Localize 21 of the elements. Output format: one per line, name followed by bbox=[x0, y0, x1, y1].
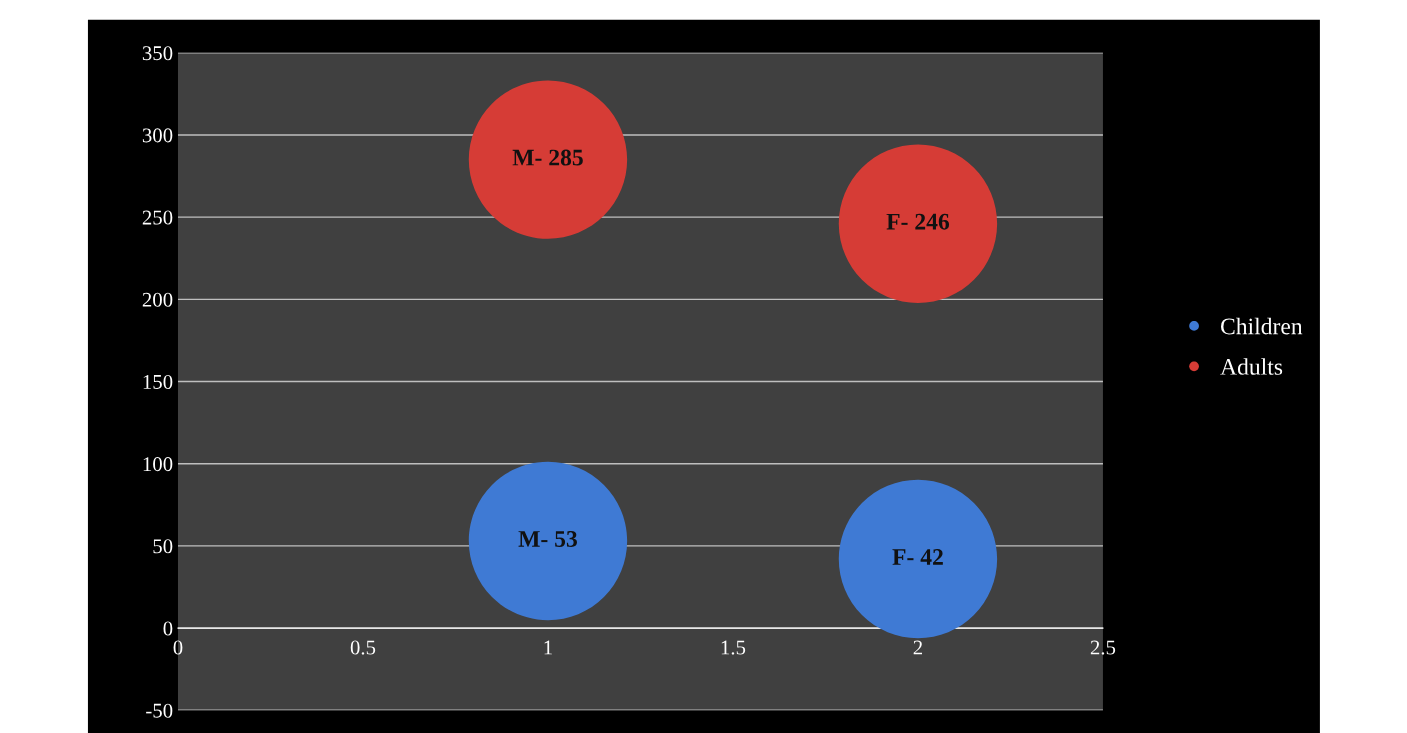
data-label: F- 246 bbox=[886, 213, 950, 230]
y-tick-label: 100 bbox=[143, 457, 173, 472]
y-tick-label: 250 bbox=[142, 210, 173, 225]
data-label: M- 53 bbox=[518, 531, 577, 547]
y-tick-label: 150 bbox=[143, 374, 173, 389]
y-tick-label: 0 bbox=[163, 621, 173, 636]
x-tick-label: 1 bbox=[544, 640, 552, 655]
x-tick-label: 0 bbox=[173, 640, 183, 655]
x-tick-label: 2.5 bbox=[1090, 640, 1116, 655]
y-tick-label: 50 bbox=[153, 539, 173, 554]
x-tick-label: 1.5 bbox=[721, 640, 746, 655]
x-tick-label: 2 bbox=[913, 640, 923, 655]
y-tick-label: -50 bbox=[146, 703, 173, 718]
legend-label: Children bbox=[1221, 317, 1303, 335]
data-label: F- 42 bbox=[892, 549, 943, 565]
x-tick-label: 0.5 bbox=[350, 640, 376, 655]
y-tick-label: 300 bbox=[142, 128, 173, 143]
data-label: M- 285 bbox=[512, 149, 583, 166]
y-tick-label: 200 bbox=[142, 292, 173, 307]
y-tick-label: 350 bbox=[142, 46, 173, 61]
legend-label: Adults bbox=[1220, 358, 1283, 375]
